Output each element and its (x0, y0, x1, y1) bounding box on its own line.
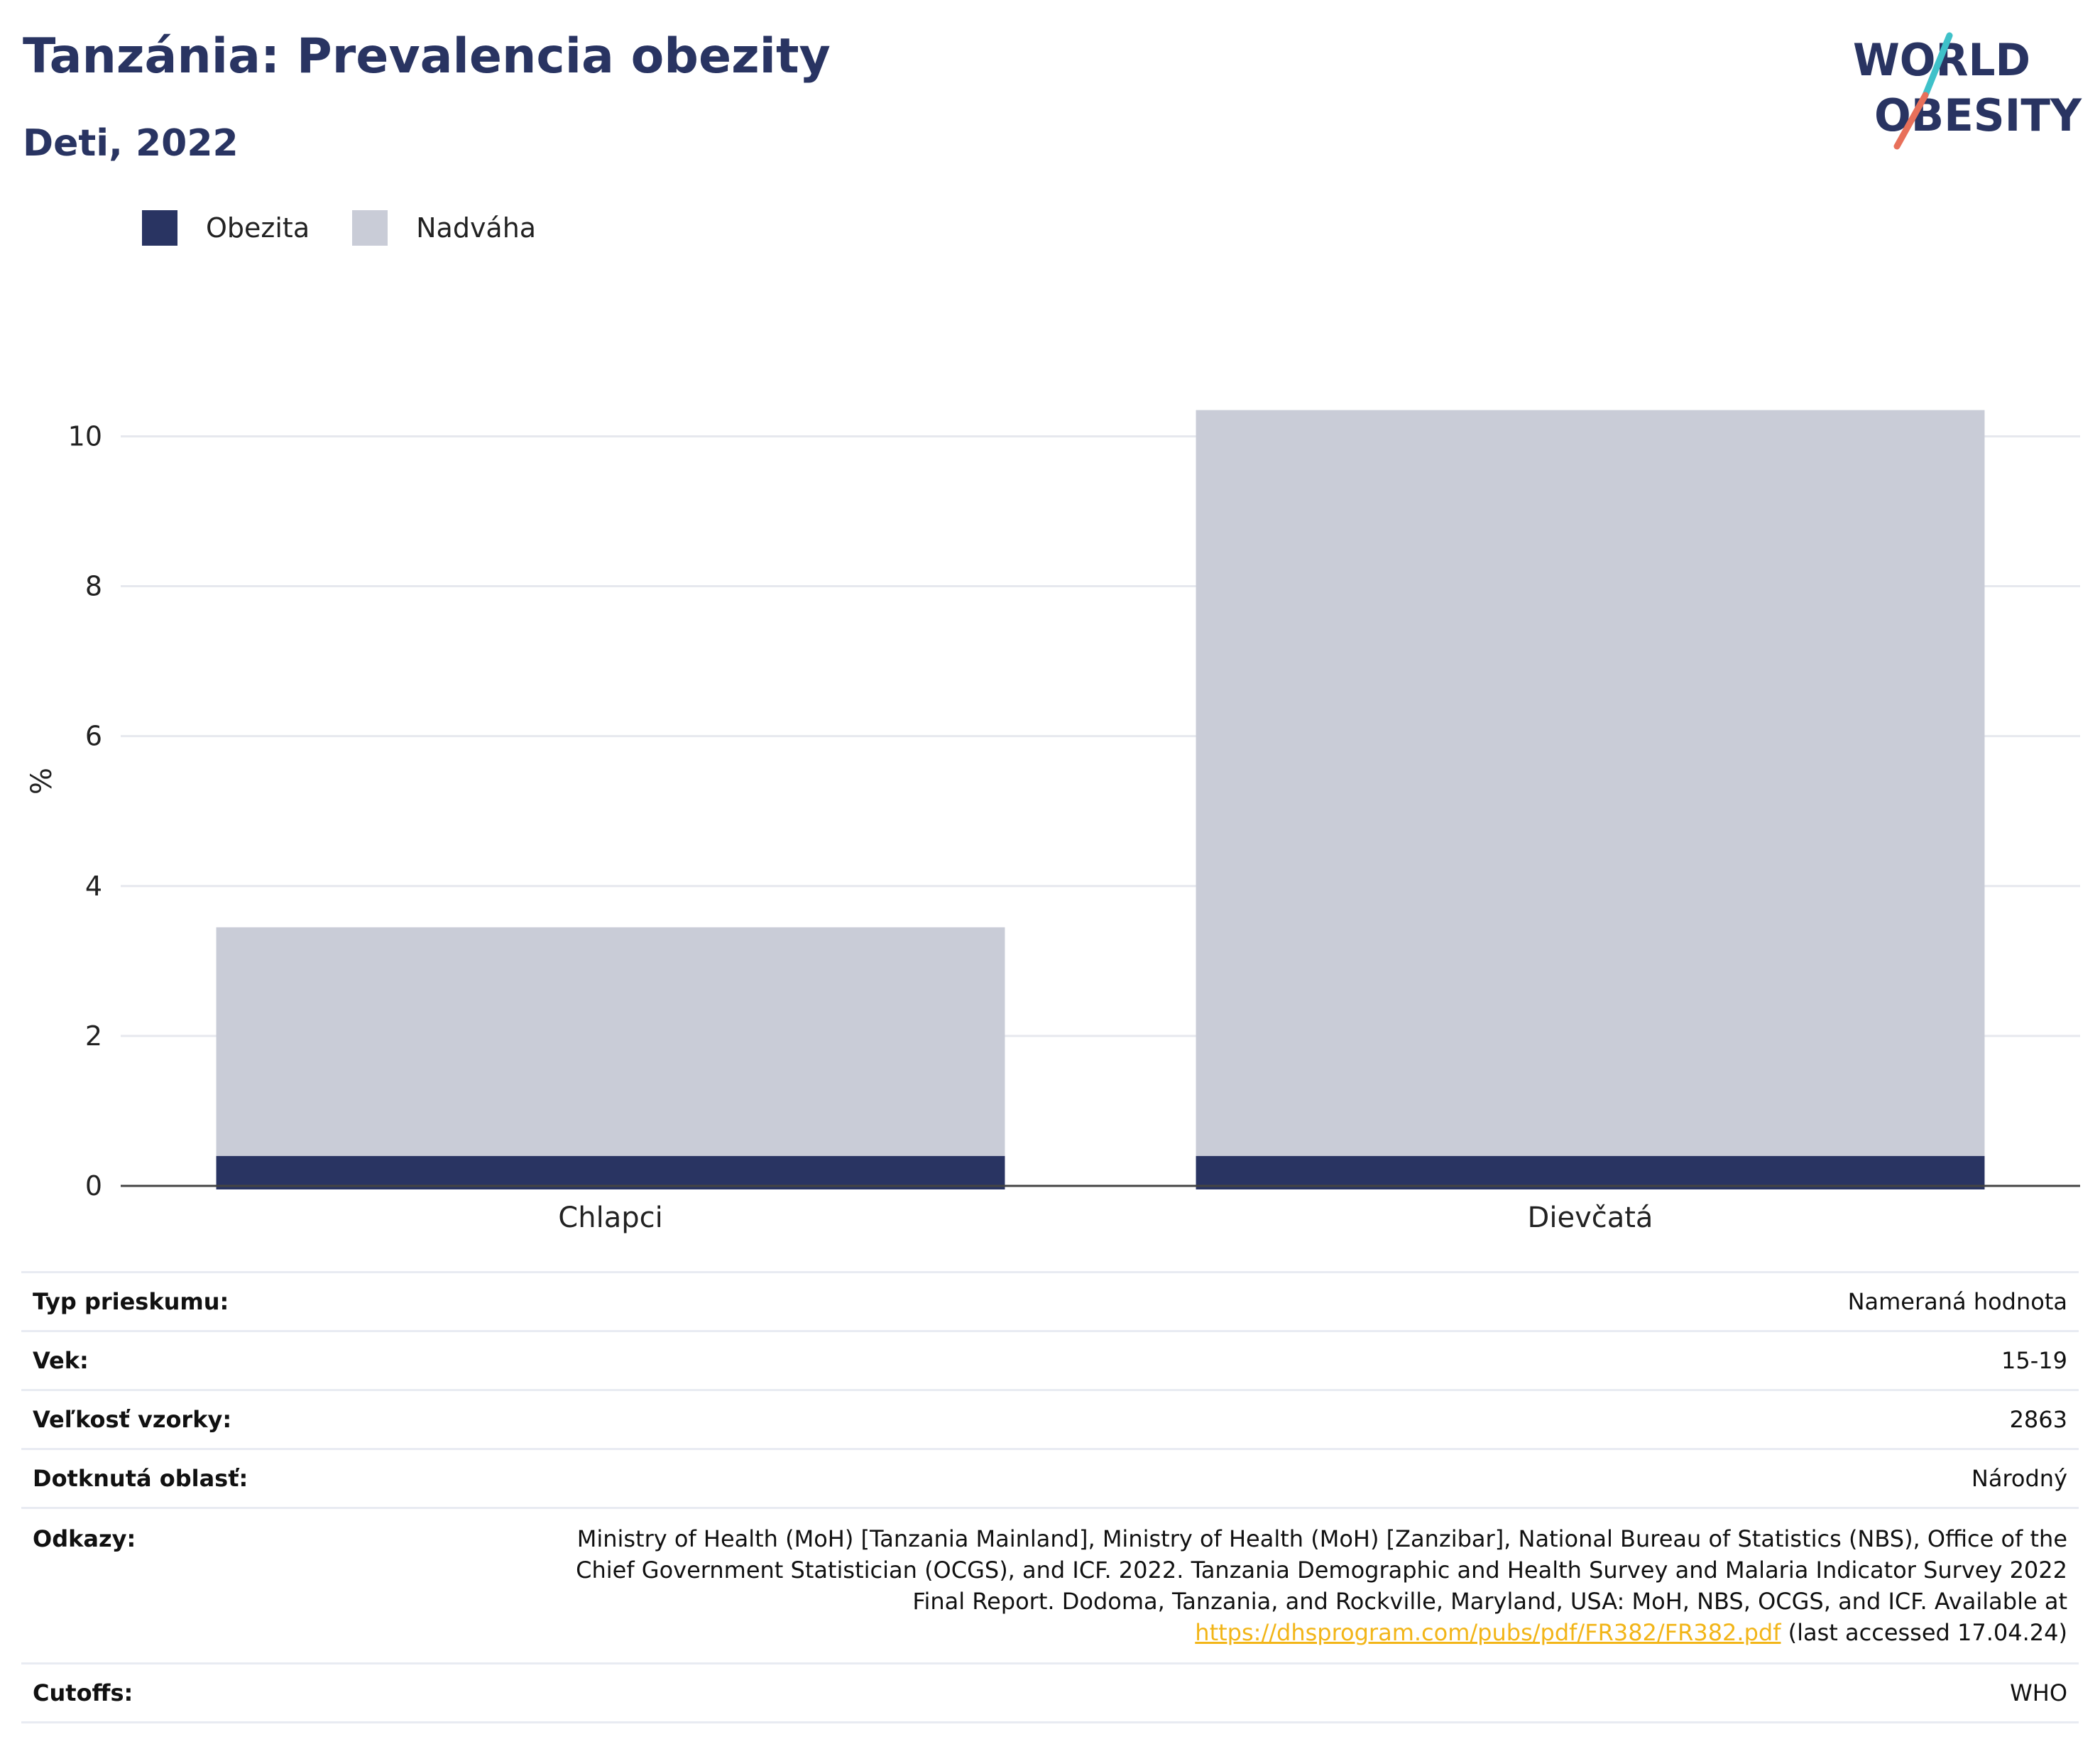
y-tick-label: 6 (85, 721, 102, 752)
sample-size-key: Veľkosť vzorky: (21, 1389, 541, 1450)
x-tick-label: Dievčatá (1528, 1202, 1653, 1234)
survey-details-table: Typ prieskumu: Nameraná hodnota Vek: 15-… (21, 1271, 2079, 1723)
bar-obezita-chlapci (216, 1155, 1005, 1189)
legend-swatch-nadvaha (352, 210, 388, 246)
world-obesity-logo: WORLD OBESITY (1853, 32, 2082, 150)
legend-label-nadvaha: Nadváha (416, 212, 537, 244)
table-row-area: Dotknutá oblasť: Národný (21, 1448, 2079, 1509)
references-line-1: Ministry of Health (MoH) [Tanzania Mainl… (576, 1525, 2067, 1552)
references-value: Ministry of Health (MoH) [Tanzania Mainl… (541, 1507, 2079, 1664)
references-suffix: (last accessed 17.04.24) (1781, 1619, 2067, 1646)
y-axis-title: % (26, 768, 58, 795)
legend-item-nadvaha[interactable]: Nadváha (352, 210, 536, 246)
chart-subtitle: Deti, 2022 (23, 122, 239, 165)
logo-text-obesity: OBESITY (1874, 89, 2082, 141)
table-row-sample-size: Veľkosť vzorky: 2863 (21, 1389, 2079, 1450)
survey-type-key: Typ prieskumu: (21, 1271, 541, 1332)
y-tick-label: 2 (85, 1020, 102, 1052)
references-line-3: Final Report. Dodoma, Tanzania, and Rock… (912, 1588, 2067, 1615)
logo-slash-top (1922, 32, 1953, 99)
cutoffs-key: Cutoffs: (21, 1662, 541, 1723)
y-tick-label: 4 (85, 871, 102, 902)
references-key: Odkazy: (21, 1507, 541, 1664)
bar-obezita-dievcata (1196, 1155, 1985, 1189)
legend-label-obezita: Obezita (206, 212, 310, 244)
legend-swatch-obezita (142, 210, 177, 246)
references-link[interactable]: https://dhsprogram.com/pubs/pdf/FR382/FR… (1195, 1619, 1781, 1646)
legend-item-obezita[interactable]: Obezita (142, 210, 310, 246)
references-line-2: Chief Government Statistician (OCGS), an… (576, 1557, 2067, 1584)
sample-size-value: 2863 (541, 1389, 2079, 1450)
age-key: Vek: (21, 1330, 541, 1391)
area-key: Dotknutá oblasť: (21, 1448, 541, 1509)
cutoffs-value: WHO (541, 1662, 2079, 1723)
survey-type-value: Nameraná hodnota (541, 1271, 2079, 1332)
y-tick-label: 0 (85, 1170, 102, 1202)
table-row-cutoffs: Cutoffs: WHO (21, 1662, 2079, 1723)
y-tick-label: 10 (68, 420, 102, 452)
logo-slash-bottom (1893, 92, 1929, 150)
area-value: Národný (541, 1448, 2079, 1509)
table-row-survey-type: Typ prieskumu: Nameraná hodnota (21, 1271, 2079, 1332)
bar-nadvaha-dievcata (1196, 410, 1985, 1156)
age-value: 15-19 (541, 1330, 2079, 1391)
bar-chart: 0 2 4 6 8 10% Chlapci Dievčatá (26, 410, 2080, 1234)
x-tick-label: Chlapci (558, 1202, 662, 1234)
bar-nadvaha-chlapci (216, 927, 1005, 1156)
chart-legend: Obezita Nadváha (142, 210, 579, 246)
y-tick-label: 8 (85, 571, 102, 602)
table-row-age: Vek: 15-19 (21, 1330, 2079, 1391)
table-row-references: Odkazy: Ministry of Health (MoH) [Tanzan… (21, 1507, 2079, 1664)
chart-title: Tanzánia: Prevalencia obezity (23, 28, 831, 85)
